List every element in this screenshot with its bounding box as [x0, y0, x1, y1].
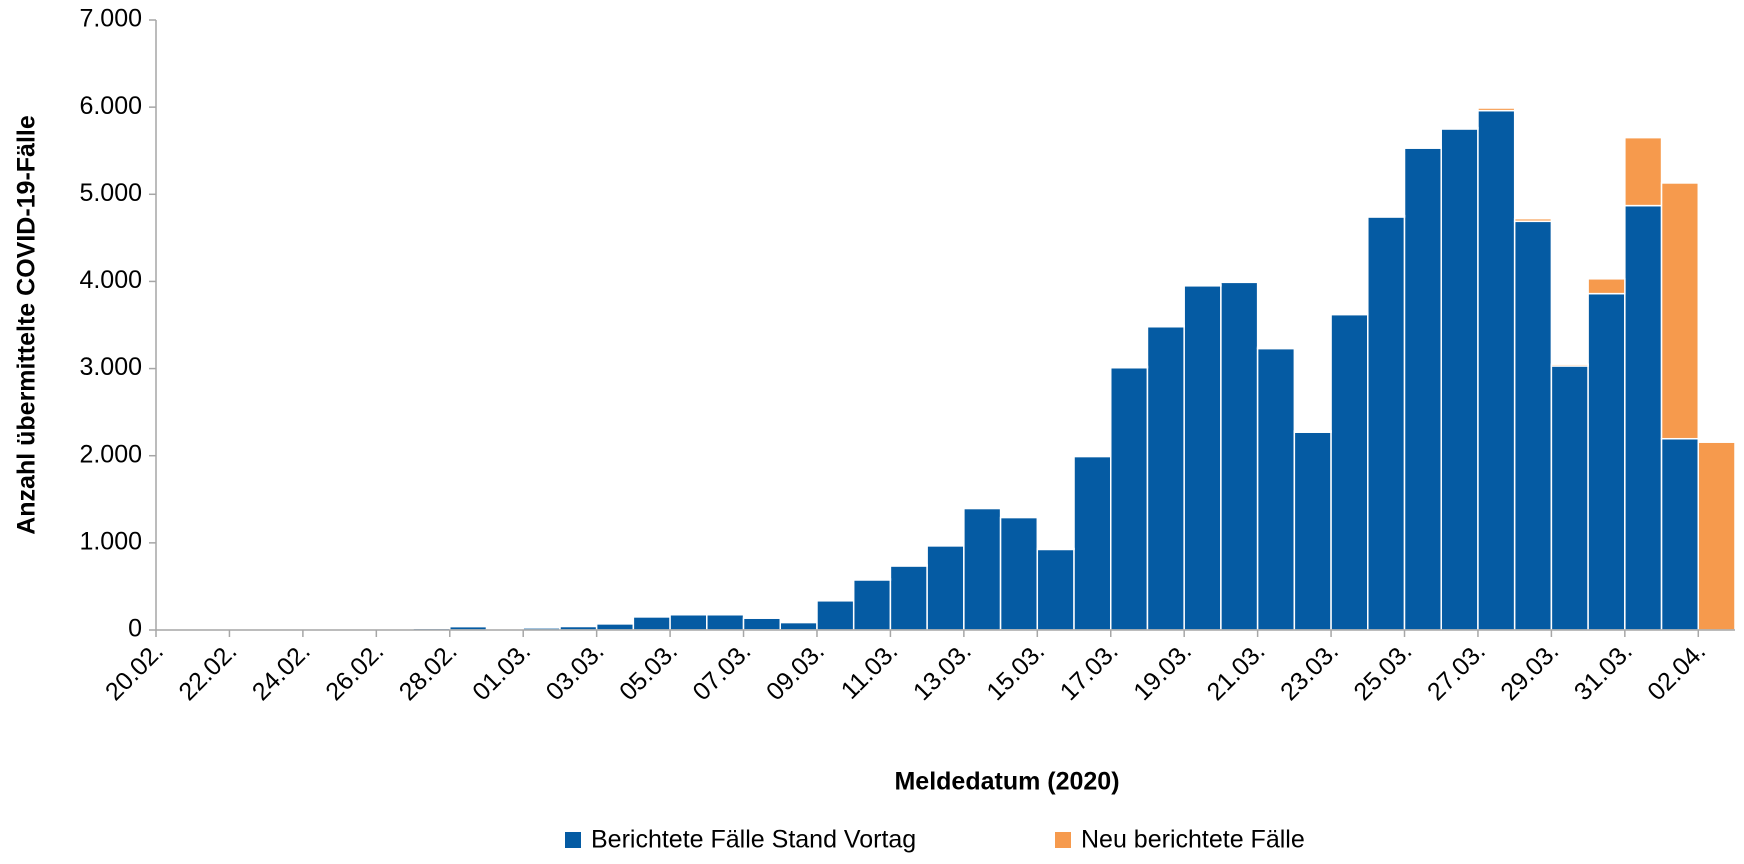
x-tick-label: 02.04.: [1642, 637, 1711, 706]
bar-segment: [1258, 347, 1295, 348]
legend-label: Berichtete Fälle Stand Vortag: [591, 826, 916, 854]
x-tick-label: 22.02.: [173, 637, 242, 706]
bar-segment: [1441, 129, 1478, 630]
x-tick-label: 24.02.: [247, 637, 316, 706]
bar-segment: [817, 601, 854, 630]
bar-segment: [854, 579, 891, 580]
bar-segment: [1331, 315, 1368, 630]
bar-segment: [1111, 368, 1148, 630]
bar-segment: [1441, 128, 1478, 129]
x-tick-label: 25.03.: [1348, 637, 1417, 706]
bar-segment: [890, 565, 927, 566]
bar-segment: [1698, 442, 1735, 630]
bar-segment: [1588, 294, 1625, 630]
legend-swatch: [1055, 832, 1071, 848]
bar-segment: [1515, 219, 1552, 222]
bar-segment: [1037, 549, 1074, 630]
bar-segment: [1551, 366, 1588, 630]
x-tick-label: 03.03.: [541, 637, 610, 706]
x-tick-label: 17.03.: [1055, 637, 1124, 706]
bar-segment: [1662, 439, 1699, 630]
bar-segment: [523, 627, 560, 628]
bar-segment: [1551, 364, 1588, 366]
x-tick-label: 11.03.: [836, 637, 904, 705]
x-tick-label: 28.02.: [394, 637, 463, 706]
x-tick-label: 19.03.: [1128, 637, 1197, 706]
bar-segment: [964, 508, 1001, 630]
bar-segment: [597, 624, 634, 630]
y-tick-label: 3.000: [79, 353, 142, 381]
bar-segment: [1662, 183, 1699, 439]
x-tick-label: 15.03.: [981, 637, 1050, 706]
bar-segment: [1405, 147, 1442, 148]
bar-segment: [1258, 349, 1295, 630]
bar-segment: [927, 546, 964, 630]
bar-segment: [1625, 206, 1662, 630]
bar-segment: [1368, 217, 1405, 630]
y-tick-label: 0: [128, 615, 142, 643]
bar-segment: [1515, 221, 1552, 630]
bar-segment: [1294, 432, 1331, 630]
x-tick-label: 23.03.: [1275, 637, 1344, 706]
bar-segment: [1147, 325, 1184, 326]
x-tick-label: 26.02.: [320, 637, 389, 706]
y-tick-label: 6.000: [79, 92, 142, 120]
x-axis-label: Meldedatum (2020): [894, 768, 1119, 796]
y-tick-label: 1.000: [79, 527, 142, 555]
bar-segment: [1405, 148, 1442, 630]
x-tick-label: 31.03.: [1569, 637, 1638, 706]
bar-segment: [1478, 108, 1515, 111]
x-tick-label: 21.03.: [1202, 637, 1271, 706]
y-tick-label: 7.000: [79, 5, 142, 33]
x-tick-label: 07.03.: [687, 637, 756, 706]
bar-segment: [890, 566, 927, 630]
x-tick-label: 05.03.: [614, 637, 683, 706]
bar-segment: [450, 626, 487, 627]
bar-segment: [1478, 111, 1515, 630]
bar-segment: [780, 623, 817, 630]
bar-segment: [1368, 216, 1405, 217]
x-tick-label: 01.03.: [467, 637, 536, 706]
x-tick-label: 20.02.: [100, 637, 169, 706]
x-tick-label: 13.03.: [908, 637, 977, 706]
bar-segment: [633, 617, 670, 630]
bar-segment: [1331, 313, 1368, 314]
y-tick-label: 2.000: [79, 440, 142, 468]
bar-segment: [1294, 431, 1331, 432]
bar-segment: [1221, 281, 1258, 282]
bar-segment: [1147, 327, 1184, 630]
legend-label: Neu berichtete Fälle: [1081, 826, 1305, 854]
bar-segment: [1111, 366, 1148, 367]
bar-segment: [1184, 286, 1221, 630]
x-tick-label: 09.03.: [761, 637, 830, 706]
bar-segment: [1588, 279, 1625, 294]
bar-segment: [1221, 282, 1258, 630]
legend-swatch: [565, 832, 581, 848]
bar-segment: [1037, 549, 1074, 550]
bar-segment: [964, 508, 1001, 509]
bar-segment: [1001, 518, 1038, 630]
x-tick-label: 29.03.: [1495, 637, 1564, 706]
y-axis-label: Anzahl übermittelte COVID-19-Fälle: [13, 115, 41, 535]
bar-segment: [1625, 138, 1662, 206]
bar-segment: [707, 615, 744, 630]
bar-segment: [1074, 457, 1111, 630]
bar-segment: [744, 618, 781, 630]
bar-segment: [854, 580, 891, 630]
bar-segment: [670, 615, 707, 630]
x-tick-label: 27.03.: [1422, 637, 1491, 706]
y-tick-label: 4.000: [79, 266, 142, 294]
bar-segment: [1184, 285, 1221, 286]
y-tick-label: 5.000: [79, 179, 142, 207]
